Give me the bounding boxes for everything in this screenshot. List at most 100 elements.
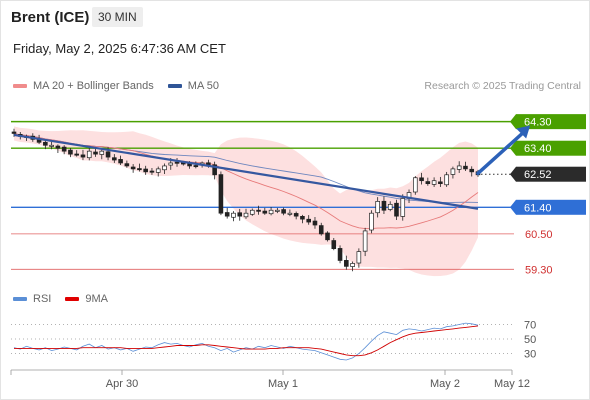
candle <box>281 207 286 216</box>
candle-body <box>105 151 111 158</box>
candle <box>456 161 462 173</box>
level-tag-arrow <box>510 114 516 130</box>
candle <box>112 154 117 163</box>
candle <box>212 161 217 180</box>
rsi-legend-label: RSI <box>33 293 52 305</box>
candle-body <box>68 149 73 155</box>
level-tag-arrow <box>510 140 516 156</box>
candle-body <box>143 168 148 173</box>
candle-body <box>469 168 475 173</box>
candle <box>350 261 355 272</box>
rsi-tick-label-0: 70 <box>524 320 536 332</box>
level-tag-label: 61.40 <box>524 202 552 214</box>
candle-body <box>162 165 167 171</box>
candle-body <box>325 232 330 241</box>
candle <box>275 207 280 214</box>
candle <box>293 211 299 220</box>
candle-body <box>243 212 249 218</box>
candle <box>375 197 380 218</box>
candle <box>174 158 180 167</box>
candle <box>413 176 418 195</box>
level-label-4: 59.30 <box>525 264 553 276</box>
candle-body <box>444 174 449 186</box>
candle <box>369 210 374 234</box>
candle <box>93 147 98 157</box>
candle <box>438 176 443 187</box>
candle <box>149 167 155 175</box>
candle-body <box>256 209 261 212</box>
candle <box>431 177 437 187</box>
candle-body <box>431 180 437 185</box>
candle-body <box>394 202 399 217</box>
candle <box>444 171 449 187</box>
candle <box>306 215 311 225</box>
candle <box>49 141 54 150</box>
candle <box>400 194 406 221</box>
candle-body <box>331 240 337 249</box>
interval-button[interactable]: 30 MIN <box>92 7 143 27</box>
candle-body <box>344 260 349 267</box>
candle <box>162 163 167 174</box>
candle <box>300 214 305 224</box>
candle <box>268 207 274 216</box>
candle-body <box>80 154 86 158</box>
research-credit: Research © 2025 Trading Central <box>424 80 581 92</box>
candle <box>68 147 73 158</box>
ma20-swatch <box>13 84 27 88</box>
candle-body <box>249 209 255 215</box>
candle-body <box>61 146 67 152</box>
current-price-box <box>516 166 586 182</box>
candle <box>331 237 337 251</box>
candle <box>318 222 324 236</box>
candle-body <box>43 141 48 146</box>
candle <box>137 163 142 172</box>
current-price-tag: 62.52 <box>510 166 586 182</box>
ma20-legend-label: MA 20 + Bollinger Bands <box>33 80 154 92</box>
candle-body <box>306 218 311 223</box>
candle-body <box>369 212 374 231</box>
level-tag-box <box>516 140 586 156</box>
candle-body <box>155 168 161 173</box>
ma20-line <box>13 132 479 230</box>
candle-body <box>49 144 54 147</box>
candle <box>130 164 136 173</box>
candle-body <box>463 165 468 170</box>
candle-body <box>11 131 17 134</box>
candle <box>419 172 424 185</box>
candle-body <box>450 168 456 175</box>
trend-line <box>13 133 479 210</box>
candle-body <box>419 177 424 182</box>
candle-body <box>350 263 355 267</box>
instrument-title: Brent (ICE) <box>11 9 90 26</box>
level-tag-1: 63.40 <box>510 140 586 156</box>
time-tick-label-3: May 12 <box>494 378 530 390</box>
candle <box>124 160 130 168</box>
candle <box>362 227 368 257</box>
candle-body <box>262 210 268 214</box>
level-tag-0: 64.30 <box>510 114 586 130</box>
time-tick-label-0: Apr 30 <box>106 378 138 390</box>
candle-body <box>137 168 142 171</box>
candle-body <box>337 248 343 261</box>
candle-body <box>318 225 324 235</box>
candle-body <box>168 162 174 166</box>
candle <box>287 209 293 217</box>
rsi-9ma-line <box>14 325 479 357</box>
rsi-9ma-legend-label: 9MA <box>85 293 108 305</box>
candle-body <box>293 213 299 217</box>
candle-body <box>438 181 443 185</box>
rsi-9ma-swatch <box>65 297 80 301</box>
candle-body <box>193 165 199 168</box>
rsi-legend: RSI 9MA <box>13 293 108 305</box>
candle-body <box>118 159 123 164</box>
candle-body <box>74 153 79 156</box>
candle <box>450 166 456 179</box>
level-label-3: 60.50 <box>525 229 553 241</box>
rsi-tick-label-1: 50 <box>524 334 536 346</box>
candle <box>99 149 105 160</box>
candle <box>381 196 387 214</box>
candle <box>61 145 67 155</box>
candle-body <box>281 209 286 214</box>
level-tag-label: 63.40 <box>524 143 552 155</box>
